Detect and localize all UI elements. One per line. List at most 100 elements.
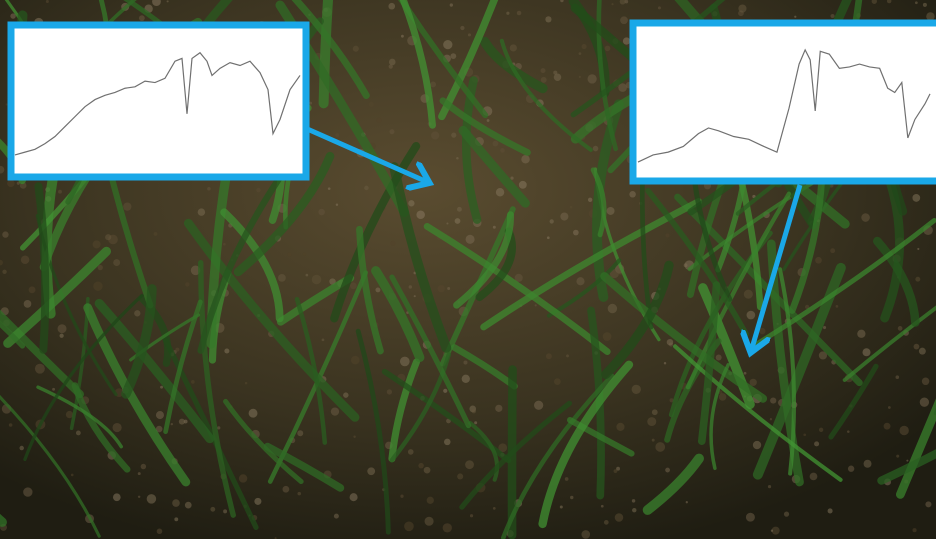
pebble <box>278 274 286 282</box>
pebble <box>663 361 667 365</box>
pebble <box>330 407 340 416</box>
grass-blade <box>697 281 721 445</box>
pebble <box>835 305 839 308</box>
pebble <box>540 68 546 74</box>
pebble <box>603 520 609 525</box>
pebble <box>437 284 445 293</box>
pebble <box>474 421 478 425</box>
pebble <box>400 494 404 498</box>
pebble <box>170 422 174 426</box>
grass-blade <box>291 0 370 99</box>
grass-blade <box>71 382 131 473</box>
pebble <box>647 417 657 427</box>
pebble <box>804 304 810 310</box>
pebble <box>443 438 451 446</box>
grass-blade <box>3 246 112 348</box>
pebble <box>305 273 309 277</box>
pebble <box>510 176 514 180</box>
pebble <box>830 13 835 19</box>
pebble <box>426 496 434 504</box>
grass-blade <box>355 328 391 535</box>
pebble <box>545 16 552 23</box>
pebble <box>105 234 112 241</box>
pebble <box>282 485 290 493</box>
pebble <box>166 0 169 3</box>
grass-blade <box>294 296 328 445</box>
pebble <box>655 442 666 452</box>
grass-blade <box>642 453 704 515</box>
grass-blade <box>500 373 615 539</box>
pebble <box>465 460 474 470</box>
grass-blade <box>163 299 203 435</box>
pebble <box>28 286 36 294</box>
pebble <box>388 58 396 66</box>
pebble <box>486 119 490 122</box>
pebble <box>912 194 921 202</box>
pebble <box>516 10 522 16</box>
pebble <box>554 378 561 385</box>
pebble <box>197 208 206 216</box>
pebble <box>418 462 424 469</box>
pebble <box>631 499 636 503</box>
pebble <box>830 248 836 254</box>
spectrum-inset <box>7 21 310 181</box>
grass-blade <box>777 267 797 476</box>
pebble <box>140 463 147 470</box>
pebble <box>913 343 920 350</box>
grass-blade <box>399 0 436 129</box>
pebble <box>465 234 475 244</box>
pebble <box>618 83 627 92</box>
pebble <box>914 1 918 5</box>
pebble <box>217 426 221 430</box>
grass-blade <box>389 162 452 353</box>
pebble <box>376 117 382 123</box>
spectrum-line <box>14 51 301 156</box>
pebble <box>925 501 932 508</box>
pebble <box>887 406 891 409</box>
grass-blade <box>453 211 514 309</box>
pebble <box>190 265 201 276</box>
pebble <box>349 282 357 290</box>
pebble <box>606 206 615 215</box>
pebble <box>915 276 921 282</box>
pebble <box>814 441 820 447</box>
pebble <box>614 513 624 522</box>
pebble <box>352 45 359 52</box>
grass-blade <box>600 272 768 403</box>
pebble <box>847 465 855 472</box>
pebble <box>549 219 554 224</box>
pebble <box>743 371 747 375</box>
pebble <box>75 430 81 436</box>
pebble <box>223 509 228 514</box>
pebble <box>399 356 410 367</box>
pebble <box>329 278 336 285</box>
pebble <box>622 37 631 45</box>
grass-blade <box>223 398 304 485</box>
pebble <box>861 213 870 222</box>
pebble <box>917 247 920 251</box>
pebble <box>112 493 121 502</box>
pebble <box>602 332 612 341</box>
pebble <box>446 222 449 225</box>
pebble <box>632 507 637 513</box>
pebble <box>745 512 755 522</box>
pebble <box>353 435 356 439</box>
grass-blade <box>197 158 294 354</box>
pebble <box>19 445 24 451</box>
spectrum-line <box>637 48 931 163</box>
pebble <box>871 0 877 4</box>
pebble <box>287 252 292 257</box>
pebble <box>613 469 618 473</box>
pebble <box>827 508 833 514</box>
pebble <box>607 303 618 314</box>
pebble <box>576 277 585 286</box>
pebble <box>581 530 591 539</box>
pebble <box>560 0 564 3</box>
pebble <box>463 360 468 365</box>
pebble <box>738 4 747 13</box>
pebble <box>665 467 670 473</box>
pebble <box>156 528 163 535</box>
pebble <box>578 52 582 55</box>
pebble <box>65 410 74 419</box>
pebble <box>770 397 777 404</box>
